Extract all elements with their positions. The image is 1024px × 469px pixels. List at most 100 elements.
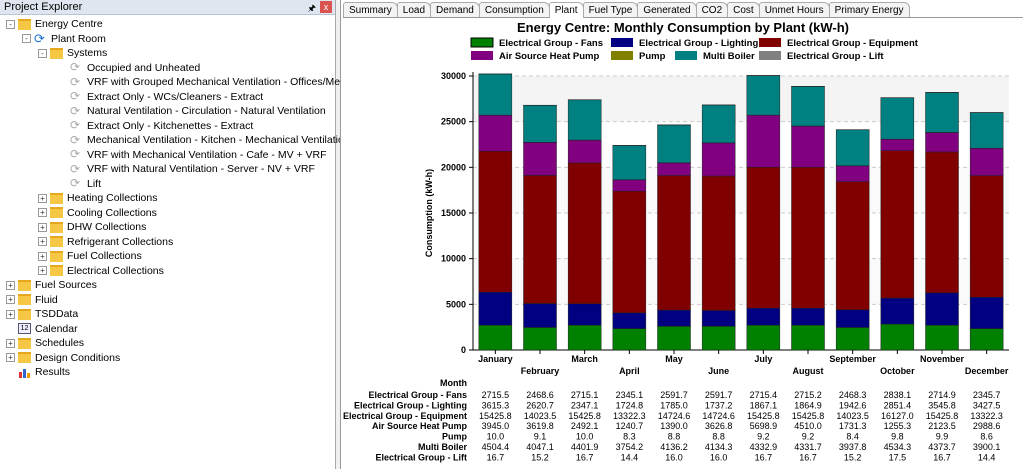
tree-item[interactable]: + TSDData [6, 307, 78, 321]
tab-primary-energy[interactable]: Primary Energy [828, 2, 910, 17]
legend-label: Electrical Group - Lighting [639, 38, 758, 49]
tree-item-label: Fuel Sources [35, 279, 97, 291]
tree-item[interactable]: - Systems [38, 46, 107, 60]
expand-icon[interactable]: + [38, 237, 47, 247]
legend-swatch [611, 38, 633, 47]
tree-item[interactable]: + Electrical Collections [38, 264, 164, 278]
tab-co2[interactable]: CO2 [695, 2, 729, 17]
table-cell: 3619.8 [526, 421, 554, 431]
tree-item[interactable]: + Refrigerant Collections [38, 235, 173, 249]
bar-segment [567, 99, 602, 141]
tree-item[interactable]: ⟳ VRF with Grouped Mechanical Ventilation… [70, 75, 363, 89]
table-cell: 15.2 [531, 452, 549, 462]
tree-item[interactable]: 12 Calendar [18, 322, 78, 336]
y-tick-label: 5000 [446, 299, 466, 309]
tab-consumption[interactable]: Consumption [478, 2, 550, 17]
bar-segment [880, 139, 915, 151]
tree-item[interactable]: + Cooling Collections [38, 206, 157, 220]
tree-item-label: VRF with Natural Ventilation - Server - … [87, 163, 315, 175]
tree-item-label: Results [35, 366, 71, 378]
tab-generated[interactable]: Generated [637, 2, 697, 17]
tab-cost[interactable]: Cost [727, 2, 760, 17]
tab-unmet-hours[interactable]: Unmet Hours [758, 2, 830, 17]
tree-item[interactable]: + Fuel Collections [38, 249, 142, 263]
bar-segment [478, 73, 513, 116]
tab-load[interactable]: Load [396, 2, 432, 17]
tree-item[interactable]: ⟳ Lift [70, 177, 101, 191]
tree-item[interactable]: ⟳ Extract Only - WCs/Cleaners - Extract [70, 90, 263, 104]
collapse-icon[interactable]: - [22, 34, 31, 44]
table-cell: 10.0 [576, 432, 594, 442]
expand-icon[interactable]: + [6, 280, 15, 290]
tree-item[interactable]: ⟳ VRF with Natural Ventilation - Server -… [70, 162, 315, 176]
tree-item-label: Design Conditions [35, 351, 121, 364]
x-tick-label: November [920, 354, 965, 364]
tree-item-label: Fuel Collections [67, 250, 142, 262]
bar-segment [746, 167, 781, 309]
collapse-icon[interactable]: - [38, 48, 47, 58]
table-cell: 4332.9 [750, 442, 778, 452]
x-tick-label: September [829, 354, 876, 364]
bar-segment [791, 307, 825, 326]
bar-segment [523, 303, 557, 328]
tab-summary[interactable]: Summary [343, 2, 398, 17]
bar-segment [701, 142, 736, 177]
bar-segment [746, 324, 781, 351]
expand-icon[interactable]: + [6, 353, 15, 363]
tree-item[interactable]: - Energy Centre [6, 17, 103, 31]
expand-icon[interactable]: + [38, 222, 47, 232]
expand-icon[interactable]: + [6, 295, 15, 305]
tree-item[interactable]: - ⟳ Plant Room [22, 32, 106, 46]
pin-icon[interactable]: 🖈 [307, 3, 316, 13]
bar-segment [612, 179, 647, 192]
y-tick-label: 25000 [441, 117, 466, 127]
tree-item[interactable]: + Schedules [6, 336, 84, 350]
x-tick-label: July [754, 354, 772, 364]
table-cell: 16.0 [710, 452, 728, 462]
tree-item[interactable]: + Fluid [6, 293, 58, 307]
tree-item-label: Energy Centre [35, 18, 103, 30]
tree-item[interactable]: ⟳ Occupied and Unheated [70, 61, 200, 75]
close-icon[interactable]: x [320, 1, 332, 13]
bar-segment [567, 162, 602, 305]
table-cell: 16.7 [487, 452, 505, 462]
tree-item[interactable]: ⟳ Mechanical Ventilation - Kitchen - Mech… [70, 133, 350, 147]
bar-segment [567, 139, 602, 164]
tree-item[interactable]: + Heating Collections [38, 191, 157, 205]
tab-plant[interactable]: Plant [548, 2, 584, 18]
tree-item[interactable]: + Fuel Sources [6, 278, 97, 292]
bar-segment [969, 328, 1004, 351]
expand-icon[interactable]: + [38, 251, 47, 261]
tree-item[interactable]: ⟳ VRF with Mechanical Ventilation - Cafe … [70, 148, 327, 162]
tab-fuel-type[interactable]: Fuel Type [582, 2, 639, 17]
bar-segment [969, 112, 1004, 149]
collapse-icon[interactable]: - [6, 19, 15, 29]
table-cell: 4134.3 [705, 442, 733, 452]
tree-item[interactable]: + Design Conditions [6, 351, 120, 365]
bar-segment [612, 145, 647, 180]
table-cell: 4510.0 [794, 421, 822, 431]
legend-swatch [611, 51, 633, 60]
table-cell: 3615.3 [482, 400, 510, 410]
folder-icon [50, 250, 63, 262]
bar-segment [523, 142, 557, 176]
table-cell: 5698.9 [750, 421, 778, 431]
expand-icon[interactable]: + [38, 266, 47, 276]
expand-icon[interactable]: + [6, 309, 15, 319]
bar-segment [835, 327, 870, 351]
expand-icon[interactable]: + [6, 338, 15, 348]
tree-item[interactable]: + DHW Collections [38, 220, 146, 234]
tree-item[interactable]: ⟳ Natural Ventilation - Circulation - Nat… [70, 104, 326, 118]
tab-demand[interactable]: Demand [430, 2, 480, 17]
folder-icon [18, 308, 31, 320]
table-cell: 1731.3 [839, 421, 867, 431]
expand-icon[interactable]: + [38, 208, 47, 218]
expand-icon[interactable]: + [38, 193, 47, 203]
tree-item[interactable]: ⟳ Extract Only - Kitchenettes - Extract [70, 119, 253, 133]
tree-item[interactable]: Results [18, 365, 70, 379]
table-cell: 14724.6 [658, 411, 691, 421]
table-cell: 2851.4 [884, 400, 912, 410]
table-cell: 14023.5 [524, 411, 557, 421]
bar-segment [880, 297, 915, 325]
tree-item-label: DHW Collections [67, 221, 147, 233]
